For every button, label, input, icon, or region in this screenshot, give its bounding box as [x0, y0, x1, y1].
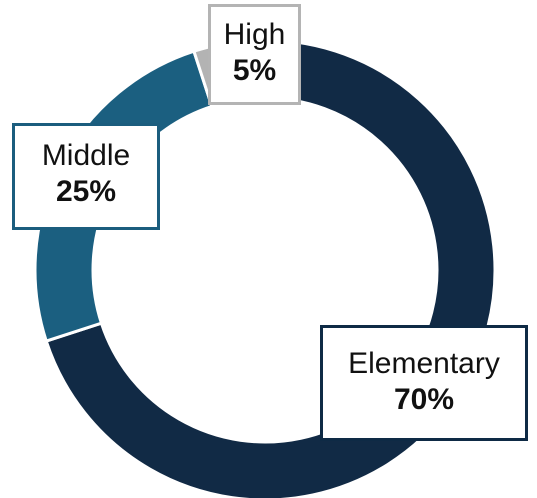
label-high-value: 5% [232, 54, 277, 87]
label-elementary-value: 70% [393, 383, 455, 416]
label-high: High 5% [208, 4, 301, 105]
label-middle-value: 25% [55, 175, 117, 208]
label-middle: Middle 25% [12, 123, 160, 230]
label-elementary: Elementary 70% [320, 325, 528, 441]
label-elementary-name: Elementary [348, 347, 500, 380]
slice-elementary [44, 38, 497, 498]
label-middle-name: Middle [41, 139, 131, 172]
label-high-name: High [223, 18, 286, 51]
